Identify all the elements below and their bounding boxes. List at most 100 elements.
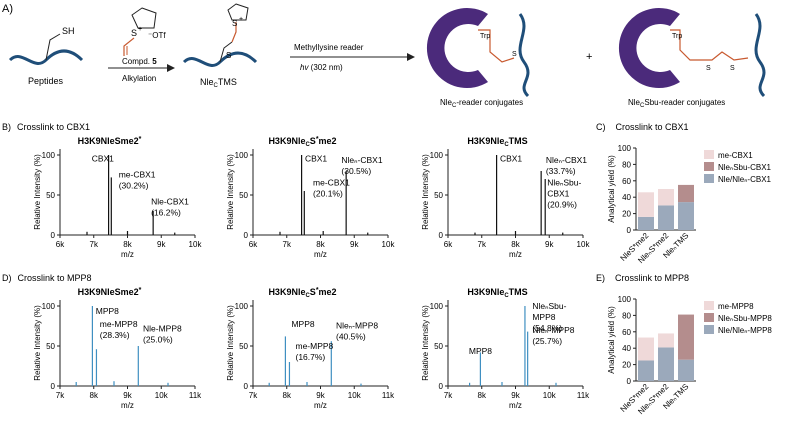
vinyl-group	[123, 37, 135, 56]
spectrum-5: H3K9NleCS*me2 0 50 100 7k 8k 9k 10k 11k m/z Relati…	[226, 287, 395, 410]
x-tick-label: 9k	[511, 391, 520, 400]
bar-segment	[678, 314, 694, 360]
panel-c-label: C) Crosslink to CBX1	[596, 122, 689, 132]
y-tick-label: 50	[46, 342, 55, 351]
peak-label: (16.7%)	[296, 352, 326, 362]
peak-label: me-CBX1	[313, 177, 350, 187]
spectrum-title: H3K9NleCTMS	[467, 136, 527, 148]
legend-swatch	[704, 150, 714, 159]
legend-swatch	[704, 174, 714, 183]
peak-label: (25.0%)	[143, 335, 173, 345]
bar-y-tick-label: 40	[622, 344, 631, 353]
x-tick-label: 11k	[577, 391, 590, 400]
bar-segment	[638, 192, 654, 217]
y-tick-label: 100	[235, 302, 249, 311]
product1-label: NleC-reader conjugates	[440, 98, 523, 109]
product1-s: S	[512, 51, 517, 58]
bar-segment	[678, 359, 694, 381]
x-tick-label: 8k	[511, 240, 520, 249]
peak-label: (30.5%)	[341, 166, 371, 176]
y-tick-label: 0	[439, 231, 444, 240]
bar-y-tick-label: 40	[622, 193, 631, 202]
x-tick-label: 7k	[478, 240, 487, 249]
peak-label: (20.1%)	[313, 188, 343, 198]
product2-s1: S	[706, 65, 711, 72]
y-tick-label: 100	[42, 151, 56, 160]
peak-label: CBX1	[305, 153, 327, 163]
y-tick-label: 50	[239, 342, 248, 351]
trp-label: Trp	[480, 33, 490, 40]
reagent-counterion: ⁻OTf	[148, 31, 166, 40]
peak-label: me-CBX1	[119, 169, 156, 179]
x-tick-label: 9k	[123, 391, 132, 400]
sh-label: SH	[62, 26, 75, 36]
y-tick-label: 50	[46, 191, 55, 200]
x-tick-label: 8k	[478, 391, 487, 400]
peak-label: Nleₙ-MPP8	[532, 325, 574, 335]
product1-peptide	[518, 13, 530, 98]
peptide-chain	[8, 49, 84, 65]
y-tick-label: 0	[244, 231, 249, 240]
y-tick-label: 50	[434, 342, 443, 351]
spectrum-title: H3K9NleSme2*	[78, 287, 142, 297]
x-tick-label: 6k	[249, 240, 258, 249]
peak-label: CBX1	[92, 153, 114, 163]
spectrum-2: H3K9NleCS*me2 0 50 100 6k 7k 8k 9k 10k m/z Relativ…	[226, 136, 395, 259]
bar-y-tick-label: 80	[622, 311, 631, 320]
bar-segment	[638, 216, 654, 230]
product2-s2: S	[730, 65, 735, 72]
y-axis-label: Relative Intensity (%)	[226, 154, 235, 230]
legend-label: NleₙSbu-MPP8	[718, 314, 772, 323]
x-axis-label: m/z	[509, 250, 522, 259]
mass-spectra: H3K9NleSme2* 0 50 100 6k 7k 8k 9k 10k m/z Relative…	[33, 136, 590, 410]
product2-peptide	[754, 13, 766, 98]
crosslink-linker	[478, 29, 515, 63]
peak-label: (20.9%)	[547, 199, 577, 209]
x-axis-label: m/z	[509, 401, 522, 410]
intermediate-ring	[227, 3, 249, 21]
bar-segment	[658, 205, 674, 230]
bar-y-tick-label: 20	[622, 361, 631, 370]
spectrum-4: H3K9NleSme2* 0 50 100 7k 8k 9k 10k 11k m/z Relativ…	[33, 287, 202, 410]
reagent-plus: +	[138, 26, 142, 33]
bar-segment	[678, 184, 694, 203]
y-tick-label: 100	[430, 151, 444, 160]
bar-y-tick-label: 80	[622, 160, 631, 169]
intermediate-peptide	[182, 51, 258, 67]
bar-y-tick-label: 0	[627, 377, 632, 386]
x-tick-label: 10k	[348, 391, 362, 400]
x-tick-label: 8k	[123, 240, 132, 249]
y-axis-label: Relative Intensity (%)	[33, 305, 42, 381]
thiolane-ring	[131, 7, 157, 29]
peak-label: Nleₙ-MPP8	[336, 320, 378, 330]
product2-label: NleCSbu-reader conjugates	[628, 98, 725, 109]
bar-segment	[658, 333, 674, 348]
peak-label: CBX1	[547, 188, 569, 198]
x-tick-label: 9k	[157, 240, 166, 249]
peak-label: NleₙSbu-	[532, 301, 566, 311]
bar-segment	[638, 337, 654, 361]
x-tick-label: 11k	[382, 391, 395, 400]
intermediate-plus: +	[239, 16, 243, 23]
legend-label: NleₙSbu-CBX1	[718, 163, 772, 172]
panel-e-label: E) Crosslink to MPP8	[596, 273, 689, 283]
intermediate-s: S	[226, 51, 231, 60]
y-axis-label: Relative Intensity (%)	[226, 305, 235, 381]
legend-swatch	[704, 325, 714, 334]
reagent-sulfonium-s: S	[131, 28, 137, 38]
x-tick-label: 6k	[56, 240, 65, 249]
x-tick-label: 9k	[350, 240, 359, 249]
methyllysine-reader-label: Methyllysine reader	[294, 43, 364, 52]
intermediate-s2: S	[232, 19, 237, 28]
peptides-label: Peptides	[28, 76, 64, 86]
bar-y-tick-label: 100	[618, 295, 632, 304]
spectrum-6: H3K9NleCTMS 0 50 100 7k 8k 9k 10k 11k m/z Relative…	[421, 287, 590, 410]
peak-label: Nleₙ-CBX1	[341, 155, 382, 165]
hv-label: hv (302 nm)	[300, 63, 343, 72]
spectrum-title: H3K9NleCTMS	[467, 287, 527, 299]
y-tick-label: 0	[244, 382, 249, 391]
spectrum-title: H3K9NleCS*me2	[268, 287, 336, 299]
x-tick-label: 8k	[283, 391, 292, 400]
